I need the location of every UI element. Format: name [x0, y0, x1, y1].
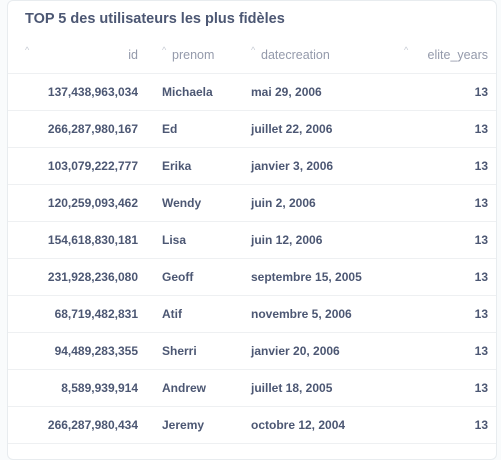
cell-prenom: Atif: [162, 307, 182, 321]
table-row[interactable]: 266,287,980,434 Jeremy octobre 12, 2004 …: [8, 407, 496, 444]
cell-prenom: Michaela: [162, 85, 213, 99]
cell-datecreation: janvier 3, 2006: [251, 159, 334, 173]
cell-elite-years: 13: [474, 344, 488, 358]
table-card: TOP 5 des utilisateurs les plus fidèles …: [7, 0, 497, 460]
cell-id: 8,589,939,914: [61, 381, 138, 395]
column-header-label: datecreation: [261, 48, 330, 62]
cell-id: 68,719,482,831: [54, 307, 138, 321]
table-row[interactable]: 266,287,980,167 Ed juillet 22, 2006 13: [8, 111, 496, 148]
cell-datecreation: juin 12, 2006: [251, 233, 323, 247]
table-row[interactable]: 94,489,283,355 Sherri janvier 20, 2006 1…: [8, 333, 496, 370]
cell-datecreation: juillet 22, 2006: [251, 122, 333, 136]
column-header-label: prenom: [172, 48, 215, 62]
column-header-elite-years[interactable]: ^ elite_years: [388, 37, 488, 73]
cell-elite-years: 13: [474, 307, 488, 321]
cell-id: 103,079,222,777: [47, 159, 138, 173]
column-header-label: id: [128, 48, 138, 62]
column-header-id[interactable]: ^ id: [8, 37, 138, 73]
cell-datecreation: janvier 20, 2006: [251, 344, 340, 358]
cell-elite-years: 13: [474, 233, 488, 247]
cell-elite-years: 13: [474, 270, 488, 284]
cell-elite-years: 13: [474, 381, 488, 395]
table-row[interactable]: 68,719,482,831 Atif novembre 5, 2006 13: [8, 296, 496, 333]
cell-elite-years: 13: [474, 85, 488, 99]
cell-datecreation: septembre 15, 2005: [251, 270, 362, 284]
cell-elite-years: 13: [474, 196, 488, 210]
table-row[interactable]: 120,259,093,462 Wendy juin 2, 2006 13: [8, 185, 496, 222]
card-title[interactable]: TOP 5 des utilisateurs les plus fidèles: [25, 11, 285, 27]
cell-elite-years: 13: [474, 122, 488, 136]
cell-prenom: Geoff: [162, 270, 194, 284]
cell-id: 154,618,830,181: [47, 233, 138, 247]
table-row[interactable]: 137,438,963,034 Michaela mai 29, 2006 13: [8, 74, 496, 111]
sort-icon: ^: [404, 45, 409, 55]
cell-id: 231,928,236,080: [47, 270, 138, 284]
cell-prenom: Erika: [162, 159, 192, 173]
table-header: ^ id ^ prenom ^ datecreation ^ elite_yea…: [8, 37, 496, 74]
table-row[interactable]: 8,589,939,914 Andrew juillet 18, 2005 13: [8, 370, 496, 407]
cell-prenom: Jeremy: [162, 418, 205, 432]
cell-id: 266,287,980,434: [47, 418, 138, 432]
sort-icon: ^: [162, 45, 167, 55]
cell-prenom: Andrew: [162, 381, 207, 395]
cell-datecreation: octobre 12, 2004: [251, 418, 346, 432]
cell-prenom: Sherri: [162, 344, 197, 358]
table-row[interactable]: 231,928,236,080 Geoff septembre 15, 2005…: [8, 259, 496, 296]
column-header-label: elite_years: [427, 48, 488, 62]
cell-prenom: Ed: [162, 122, 178, 136]
cell-id: 94,489,283,355: [54, 344, 138, 358]
data-table: ^ id ^ prenom ^ datecreation ^ elite_yea…: [8, 37, 496, 444]
table-row[interactable]: 103,079,222,777 Erika janvier 3, 2006 13: [8, 148, 496, 185]
cell-id: 137,438,963,034: [47, 85, 138, 99]
table-row[interactable]: 154,618,830,181 Lisa juin 12, 2006 13: [8, 222, 496, 259]
sort-icon: ^: [25, 45, 30, 55]
cell-datecreation: novembre 5, 2006: [251, 307, 352, 321]
cell-prenom: Lisa: [162, 233, 187, 247]
cell-id: 120,259,093,462: [47, 196, 138, 210]
column-header-prenom[interactable]: ^ prenom: [162, 37, 252, 73]
cell-datecreation: mai 29, 2006: [251, 85, 322, 99]
cell-elite-years: 13: [474, 159, 488, 173]
cell-id: 266,287,980,167: [47, 122, 138, 136]
cell-elite-years: 13: [474, 418, 488, 432]
cell-datecreation: juin 2, 2006: [251, 196, 316, 210]
sort-icon: ^: [251, 45, 256, 55]
cell-prenom: Wendy: [162, 196, 202, 210]
column-header-datecreation[interactable]: ^ datecreation: [251, 37, 411, 73]
cell-datecreation: juillet 18, 2005: [251, 381, 333, 395]
